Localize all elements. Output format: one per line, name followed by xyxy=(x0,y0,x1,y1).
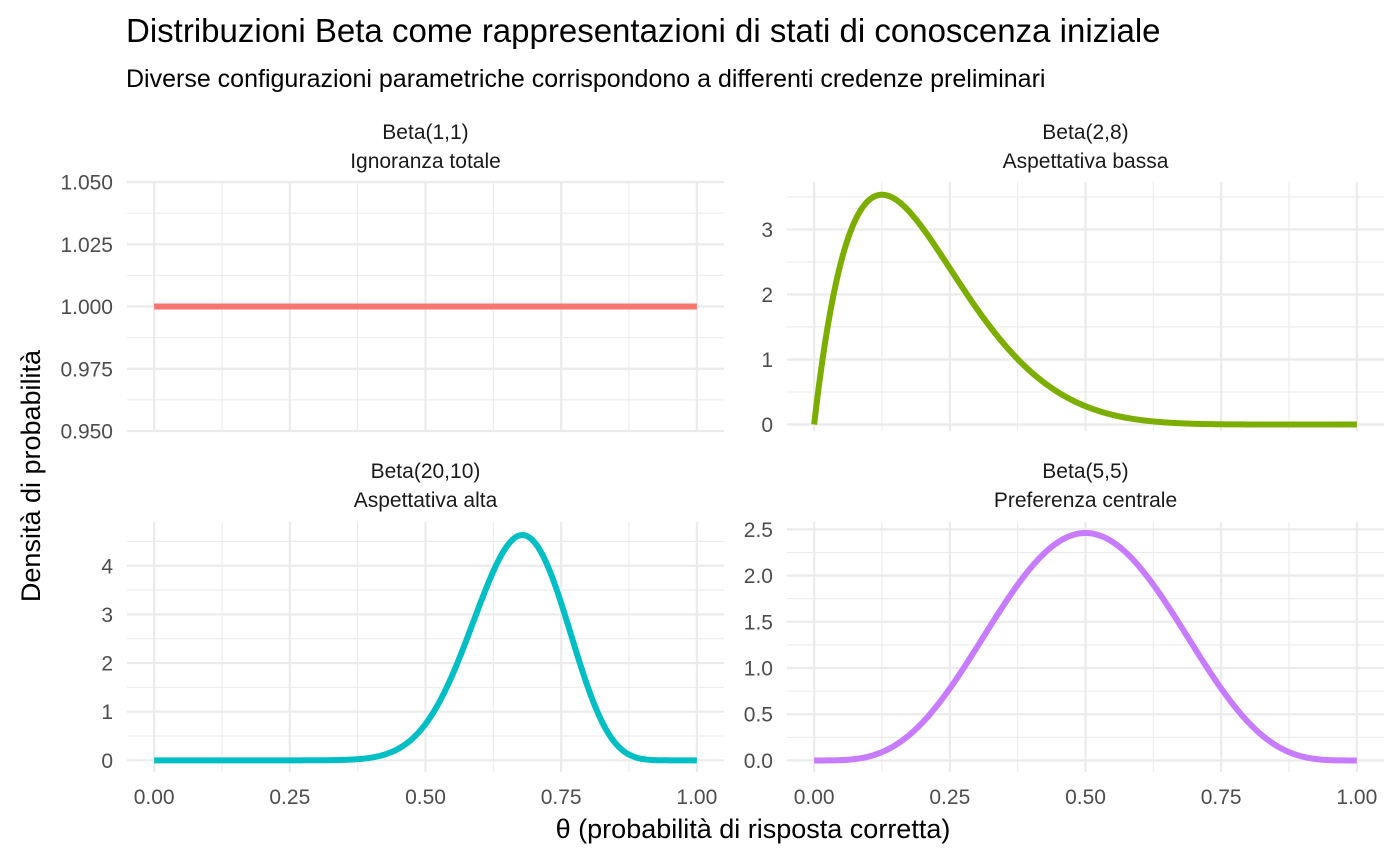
y-axis-title: Densità di probabilità xyxy=(16,349,46,602)
x-tick-label: 0.25 xyxy=(929,786,970,809)
x-tick-label: 1.00 xyxy=(1336,786,1377,809)
y-tick-label: 0.5 xyxy=(744,704,773,727)
y-tick-label: 0.950 xyxy=(60,421,113,444)
facet-panel: 0.950 0.975 1.000 1.025 1.050 Beta(1,1) Ignora… xyxy=(60,121,724,444)
y-tick-label: 3 xyxy=(101,604,113,627)
y-tick-label: 2.5 xyxy=(744,519,773,542)
y-tick-label: 3 xyxy=(761,219,773,242)
facet-strip-label: Beta(2,8) xyxy=(1042,121,1128,144)
y-tick-label: 0.975 xyxy=(60,358,113,381)
x-tick-label: 1.00 xyxy=(676,786,717,809)
facet-strip-label: Aspettativa bassa xyxy=(1003,150,1169,173)
facet-panels: 0.9500.9751.0001.0251.050Beta(1,1)Ignora… xyxy=(60,121,1384,809)
x-tick-label: 0.00 xyxy=(134,786,175,809)
density-curve xyxy=(152,532,699,764)
chart-title: Distribuzioni Beta come rappresentazioni… xyxy=(126,12,1161,49)
y-tick-label: 1 xyxy=(761,349,773,372)
x-tick-label: 0.75 xyxy=(541,786,582,809)
facet-panel: 0.0 0.5 1.0 1.5 2.0 2.5 0.00 0.25 0.50 0.75 1.00 Be… xyxy=(744,460,1384,809)
y-tick-label: 1.0 xyxy=(744,658,773,681)
y-tick-label: 0 xyxy=(101,750,113,773)
x-tick-label: 0.00 xyxy=(794,786,835,809)
y-tick-label: 2 xyxy=(761,284,773,307)
density-curve xyxy=(812,530,1359,764)
facet-panel: 0 1 2 3 4 0.00 0.25 0.50 0.75 1.00 Beta(20,10) Aspe… xyxy=(101,460,724,809)
facet-strip-label: Preferenza centrale xyxy=(994,489,1177,512)
facet-strip-label: Beta(1,1) xyxy=(382,121,468,144)
facet-strip-label: Ignoranza totale xyxy=(350,150,501,173)
facet-strip-label: Aspettativa alta xyxy=(354,489,498,512)
y-tick-label: 2 xyxy=(101,653,113,676)
y-tick-label: 4 xyxy=(101,555,113,578)
y-tick-label: 0 xyxy=(761,414,773,437)
y-tick-label: 2.0 xyxy=(744,565,773,588)
x-tick-label: 0.75 xyxy=(1201,786,1242,809)
y-tick-label: 1.000 xyxy=(60,296,113,319)
facet-strip-label: Beta(5,5) xyxy=(1042,460,1128,483)
y-tick-label: 1.5 xyxy=(744,611,773,634)
x-axis-title: θ (probabilità di risposta corretta) xyxy=(556,814,951,844)
x-tick-label: 0.50 xyxy=(405,786,446,809)
facet-strip-label: Beta(20,10) xyxy=(371,460,481,483)
facet-panel: 0 1 2 3 Beta(2,8) Aspettativa bassa xyxy=(761,121,1384,437)
y-tick-label: 1.050 xyxy=(60,172,113,195)
density-curve xyxy=(811,191,1359,428)
y-tick-label: 1.025 xyxy=(60,234,113,257)
chart-subtitle: Diverse configurazioni parametriche corr… xyxy=(126,65,1045,93)
y-tick-label: 1 xyxy=(101,701,113,724)
x-tick-label: 0.25 xyxy=(269,786,310,809)
x-tick-label: 0.50 xyxy=(1065,786,1106,809)
y-tick-label: 0.0 xyxy=(744,750,773,773)
